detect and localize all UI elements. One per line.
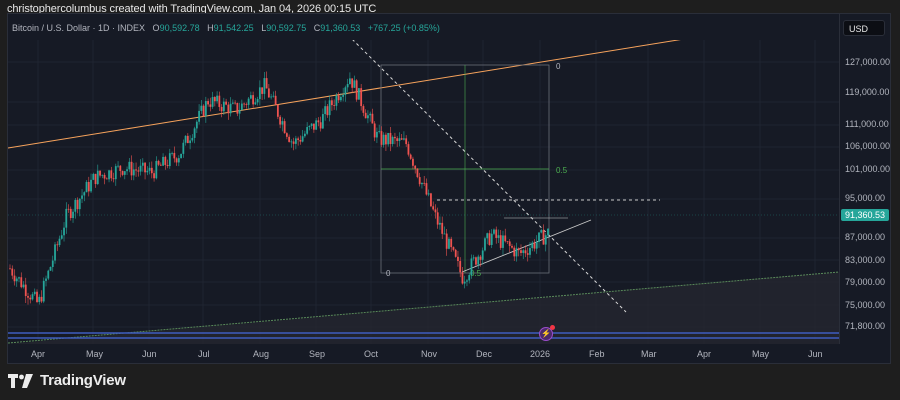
price-chart[interactable]: 0 0.5 0 0.5 xyxy=(8,40,839,344)
time-tick: Nov xyxy=(421,349,438,359)
green-support-trendline xyxy=(8,271,839,344)
change-value: +767.25 (+0.85%) xyxy=(367,23,440,33)
tradingview-logo: TradingView xyxy=(8,372,126,389)
last-price-tag: 91,360.53 xyxy=(841,209,890,221)
triangle-support-line xyxy=(461,219,592,273)
price-tick: 87,000.00 xyxy=(845,232,886,242)
time-tick: Jun xyxy=(142,349,157,359)
svg-text:0.5: 0.5 xyxy=(556,166,568,175)
time-tick: Aug xyxy=(253,349,270,359)
price-tick: 127,000.00 xyxy=(845,57,891,67)
time-tick: Dec xyxy=(476,349,493,359)
price-tick: 119,000.00 xyxy=(845,87,890,97)
lightning-event-icon[interactable]: ⚡ xyxy=(539,327,553,341)
price-tick: 75,000.00 xyxy=(845,300,886,310)
grid-lines xyxy=(8,40,839,344)
time-tick: Oct xyxy=(364,349,379,359)
logo-text: TradingView xyxy=(40,372,126,389)
time-tick: 2026 xyxy=(530,349,551,359)
svg-text:0.5: 0.5 xyxy=(470,269,482,278)
price-tick: 71,800.00 xyxy=(845,321,886,331)
time-tick: May xyxy=(86,349,104,359)
price-axis-separator xyxy=(839,14,840,344)
time-tick: Apr xyxy=(31,349,46,359)
orange-channel-trendline xyxy=(8,40,681,149)
time-tick: Sep xyxy=(309,349,326,359)
time-tick: Apr xyxy=(697,349,712,359)
tradingview-logo-icon xyxy=(8,373,33,388)
close-value: 91,360.53 xyxy=(320,23,361,33)
candlestick-series xyxy=(9,71,549,305)
symbol-name: Bitcoin / U.S. Dollar · 1D · INDEX xyxy=(12,23,146,33)
currency-button[interactable]: USD xyxy=(843,20,885,36)
price-tick: 83,000.00 xyxy=(845,255,886,265)
time-tick: Feb xyxy=(589,349,605,359)
price-tick: 106,000.00 xyxy=(845,141,891,151)
svg-text:0: 0 xyxy=(556,62,561,71)
time-tick: Jun xyxy=(808,349,823,359)
price-tick: 111,000.00 xyxy=(845,119,889,129)
open-value: 90,592.78 xyxy=(159,23,200,33)
symbol-legend: Bitcoin / U.S. Dollar · 1D · INDEX O90,5… xyxy=(12,23,440,33)
low-value: 90,592.75 xyxy=(266,23,307,33)
price-tick: 95,000.00 xyxy=(845,193,886,203)
time-tick: Jul xyxy=(198,349,210,359)
high-value: 91,542.25 xyxy=(213,23,254,33)
price-tick: 101,000.00 xyxy=(845,164,891,174)
attribution-header: christophercolumbus created with Trading… xyxy=(7,3,377,15)
event-notification-dot xyxy=(550,325,555,330)
price-tick: 79,000.00 xyxy=(845,277,886,287)
svg-text:0: 0 xyxy=(386,269,391,278)
time-tick: Mar xyxy=(641,349,657,359)
time-tick: May xyxy=(752,349,770,359)
